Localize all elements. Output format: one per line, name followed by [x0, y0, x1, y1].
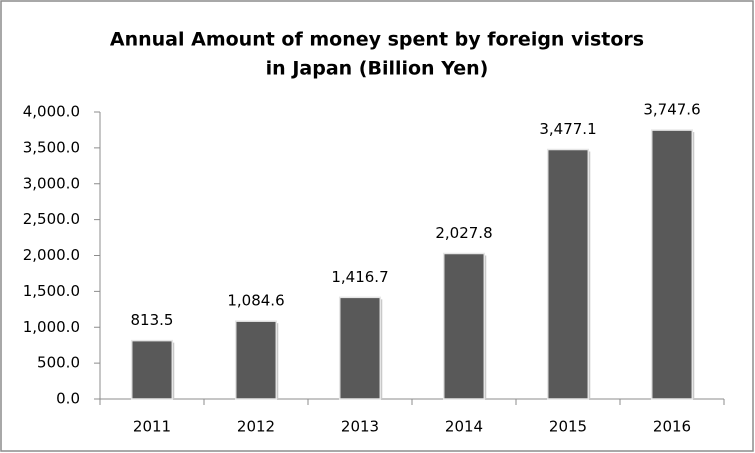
y-tick-label: 0.0	[56, 390, 80, 408]
y-tick-label: 1,000.0	[23, 318, 80, 336]
data-label: 2,027.8	[435, 224, 492, 242]
y-tick-label: 2,500.0	[23, 210, 80, 228]
y-tick-label: 4,000.0	[23, 103, 80, 121]
data-label: 1,084.6	[227, 292, 284, 310]
bar	[338, 296, 382, 400]
data-label: 1,416.7	[331, 268, 388, 286]
y-tick-label: 1,500.0	[23, 282, 80, 300]
x-tick-label: 2012	[237, 418, 275, 436]
y-tick-label: 2,000.0	[23, 246, 80, 264]
bar	[234, 320, 278, 400]
x-tick-label: 2014	[445, 418, 483, 436]
y-tick-label: 3,000.0	[23, 174, 80, 192]
x-tick-label: 2011	[133, 418, 171, 436]
bar	[442, 252, 486, 400]
bar	[546, 148, 590, 400]
data-label: 813.5	[131, 311, 174, 329]
x-tick-label: 2016	[653, 418, 691, 436]
bar	[650, 129, 694, 400]
y-tick-label: 500.0	[37, 354, 80, 372]
data-label: 3,747.6	[643, 101, 700, 119]
y-tick-label: 3,500.0	[23, 138, 80, 156]
data-label: 3,477.1	[539, 120, 596, 138]
x-tick-label: 2013	[341, 418, 379, 436]
bar	[130, 339, 174, 400]
chart-title: Annual Amount of money spent by foreign …	[110, 29, 644, 51]
chart-title: in Japan (Billion Yen)	[266, 58, 489, 80]
x-tick-label: 2015	[549, 418, 587, 436]
